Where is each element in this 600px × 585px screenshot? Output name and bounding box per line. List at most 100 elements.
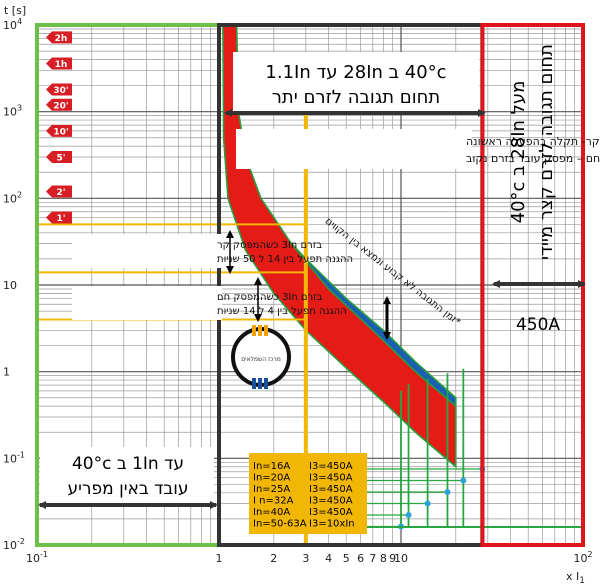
logo: מרכז השמלאים [231,325,291,389]
logo-bar-orange-3 [264,325,268,336]
time-marker-flag [46,211,72,224]
hot-note-bg [72,286,222,320]
x-tick-label: 3 [302,552,309,565]
x-tick-label: 9 [389,552,396,565]
green-marker-dot [444,489,451,495]
no-trip-label-line1: עד 1In ב 40°c [72,454,184,474]
green-marker-lines [310,364,583,530]
rating-i3: I3=450A [309,473,353,484]
y-tick-label: 104 [3,17,22,32]
rating-i3: I3=450A [309,507,353,518]
logo-bar-blue-1 [252,378,256,389]
x-axis-label: x I1 [566,570,585,585]
rating-i3: I3=450A [309,484,353,495]
time-marker-flag [46,185,72,198]
legend-note-bg [236,129,472,169]
time-marker-label: 5' [56,153,65,163]
y-tick-label: 1 [3,366,10,379]
short-circuit-current-label: 450A [516,315,560,335]
rating-current: In=40A [253,507,290,518]
green-marker-dot [405,512,412,518]
region-frames [35,23,585,547]
time-markers: 2h 1h 30' 20' 10' 5' 2' 1' [46,31,72,224]
cold-note-line1: בזרם 3In כשהמפסק קר [217,240,322,251]
legend-note-line2: אדום- מפסק חם – מפסק עובד בזרם נקוב [466,152,600,165]
time-marker: 5' [46,150,72,163]
logo-bar-orange-1 [252,325,256,336]
time-marker: 2' [46,185,72,198]
x-tick-label: 8 [380,552,387,565]
cold-note-bg [72,234,222,268]
logo-bar-orange-2 [258,325,262,336]
time-marker: 10' [46,124,72,137]
logo-bar-blue-3 [264,378,268,389]
x-tick-label: 102 [573,550,592,565]
y-tick-exp: -1 [17,450,25,459]
y-tick-label: 103 [3,104,22,119]
green-marker-dot [460,477,467,484]
rating-current: In=50-63A [253,519,307,530]
trip-bands [222,24,457,469]
short-circuit-label-line2: תחום תגובה לזרם קצר מיידי [536,44,557,260]
x-tick-label: 2 [270,552,277,565]
x-tick-label: 10 [394,552,408,565]
overload-label-bg [233,52,479,112]
time-marker-label: 1' [56,214,65,224]
time-marker: 2h [46,31,72,44]
x-tick-label: 7 [369,552,376,565]
time-marker-label: 2' [56,188,65,198]
rating-current: I n=32A [253,496,294,507]
rating-i3: I3=450A [309,461,353,472]
x-tick-label: 1 [216,552,223,565]
rating-i3: I3=10xIn [309,519,355,530]
logo-text: מרכז השמלאים [241,356,281,363]
time-marker-flag [46,83,72,96]
rating-i3: I3=450A [309,496,353,507]
hot-note-line1: בזרם 3In כשהמפסק חם [217,292,323,303]
time-marker-label: 20' [53,101,68,111]
green-marker-dot [424,500,431,507]
x-tick-exp: 2 [587,550,592,559]
time-marker: 20' [46,98,72,111]
cold-note-line2: ההגנה תפעל בין 14 ל 50 שניות [217,254,353,265]
y-tick-label: 102 [3,190,22,205]
time-marker-flag [46,98,72,111]
x-axis-label-main: x I [566,570,579,583]
y-tick-label: 10 [3,279,17,292]
short-circuit-label: מעל 28In ב 40°c תחום תגובה לזרם קצר מייד… [508,44,557,260]
time-marker: 1' [46,211,72,224]
y-tick-label: 10-2 [3,537,25,552]
time-marker-label: 1h [55,60,68,70]
x-tick-label: 10-1 [26,550,48,565]
y-tick-exp: 2 [17,190,22,199]
x-tick-label: 6 [357,552,364,565]
y-tick-exp: -2 [17,537,25,546]
y-tick-label: 10-1 [3,450,25,465]
y-axis-label: t [s] [4,4,26,17]
rating-current: In=25A [253,484,290,495]
no-trip-label-bg [40,447,214,503]
legend-note-line1: הכחול- מפסק קר- תקלה בהפעלה ראשונה [466,135,600,148]
logo-bar-blue-2 [258,378,262,389]
time-marker-label: 10' [53,127,68,137]
x-tick-label: 4 [325,552,332,565]
y-tick-exp: 3 [17,104,22,113]
no-trip-label-line2: עובד באין מפריע [67,479,188,499]
time-marker-flag [46,57,72,70]
rating-table-bg [249,453,367,534]
x-axis-label-sub: 1 [579,576,585,585]
rating-current: In=16A [253,461,290,472]
time-marker-flag [46,150,72,163]
short-circuit-label-line1: מעל 28In ב 40°c [508,81,529,224]
trip-band-hot [222,24,457,469]
time-marker-flag [46,124,72,137]
y-tick-exp: 4 [17,17,22,26]
x-tick-exp: -1 [40,550,48,559]
hot-note-line2: ההגנה תפעל בין 4 ל 14 שניות [217,306,347,317]
overload-label-line2: תחום תגובה לזרם יתר [272,87,441,108]
time-marker-flag [46,31,72,44]
time-marker: 1h [46,57,72,70]
overload-label-line1: 40°c ב 28In עד 1.1In [265,62,446,83]
x-tick-label: 5 [343,552,350,565]
